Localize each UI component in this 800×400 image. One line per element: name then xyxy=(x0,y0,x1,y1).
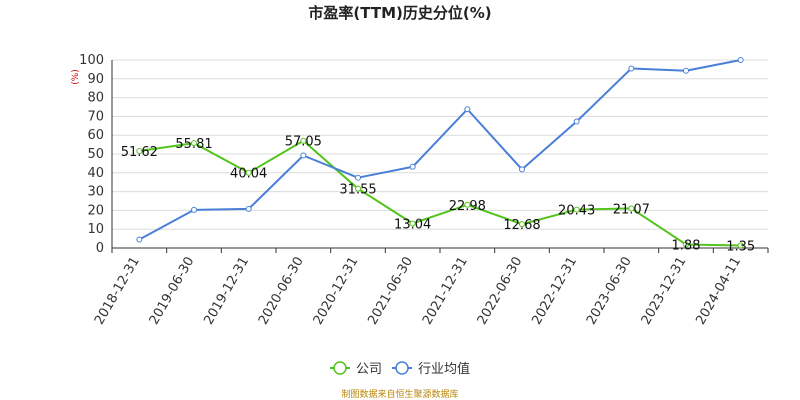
series-2-point-2019-06-30 xyxy=(191,206,197,213)
series-2-point-2019-12-31 xyxy=(245,205,252,212)
series-1-point-2021-12-31 xyxy=(464,201,471,208)
data-label-2023-06-30: 21.07 xyxy=(613,202,650,217)
series-2-point-2023-06-30 xyxy=(628,65,635,72)
source-note: 制图数据来自恒生聚源数据库 xyxy=(341,388,458,400)
data-label-2021-12-31: 22.98 xyxy=(449,199,486,214)
y-tick-label-20: 20 xyxy=(87,203,104,218)
y-tick-label-80: 80 xyxy=(87,91,104,106)
series-2-point-2023-12-31 xyxy=(683,67,689,74)
x-tick-label-2021-12-31: 2021-12-31 xyxy=(420,255,471,328)
series-1-point-2022-12-31 xyxy=(573,206,580,213)
data-label-2019-12-31: 40.04 xyxy=(230,167,267,182)
legend-marker-2 xyxy=(395,361,409,375)
data-label-2020-12-31: 31.55 xyxy=(339,183,376,198)
y-tick-label-10: 10 xyxy=(87,222,104,237)
data-label-2023-12-31: 1.88 xyxy=(672,238,701,253)
x-tick-label-2024-04-11: 2024-04-11 xyxy=(693,255,744,328)
y-axis-unit: (%) xyxy=(71,69,81,85)
legend-label-2: 行业均值 xyxy=(418,361,470,377)
data-label-2022-06-30: 12.68 xyxy=(503,218,540,233)
data-label-2019-06-30: 55.81 xyxy=(175,137,212,152)
y-tick-label-40: 40 xyxy=(87,166,104,181)
legend-label-1: 公司 xyxy=(356,362,382,377)
series-line-2 xyxy=(138,59,741,241)
data-label-2022-12-31: 20.43 xyxy=(558,204,595,219)
series-1-point-2023-12-31 xyxy=(683,241,689,248)
series-1-point-2019-06-30 xyxy=(191,140,197,147)
series-2-point-2024-04-11 xyxy=(737,57,744,63)
x-tick-label-2023-06-30: 2023-06-30 xyxy=(584,255,635,328)
series-1-point-2019-12-31 xyxy=(245,169,252,176)
legend: 公司 行业均值 xyxy=(330,361,470,377)
data-label-2024-04-11: 1.35 xyxy=(726,239,755,254)
x-tick-label-2018-12-31: 2018-12-31 xyxy=(92,255,143,328)
legend-marker-1 xyxy=(333,361,347,375)
x-tick-label-2019-06-30: 2019-06-30 xyxy=(147,255,198,328)
x-tick-label-2022-12-31: 2022-12-31 xyxy=(529,255,580,328)
data-label-2020-06-30: 57.05 xyxy=(285,135,322,150)
series-2-point-2021-12-31 xyxy=(464,106,471,113)
data-labels: 51.62 55.81 40.04 57.05 31.55 13.04 22.98 12.68… xyxy=(121,135,755,255)
y-tick-label-60: 60 xyxy=(87,128,104,143)
y-tick-label-30: 30 xyxy=(87,185,104,200)
series-1-point-2024-04-11 xyxy=(737,242,744,249)
series-2-point-2021-06-30 xyxy=(409,163,416,170)
data-label-2021-06-30: 13.04 xyxy=(394,217,431,232)
series-line-1 xyxy=(139,139,741,247)
series-2-point-2020-06-30 xyxy=(300,152,307,159)
series-2-point-2020-12-31 xyxy=(355,174,361,181)
chart-title: 市盈率(TTM)历史分位(%) xyxy=(308,4,491,22)
series-1-point-2023-06-30 xyxy=(628,205,635,212)
series-1-point-2021-06-30 xyxy=(409,220,416,227)
y-tick-label-50: 50 xyxy=(87,147,104,162)
series-lines xyxy=(136,57,744,249)
x-tick-label-2021-06-30: 2021-06-30 xyxy=(365,255,416,328)
x-tick-label-2020-12-31: 2020-12-31 xyxy=(311,255,362,328)
series-2-point-2018-12-31 xyxy=(136,236,143,243)
x-tick-label-2020-06-30: 2020-06-30 xyxy=(256,255,307,328)
y-tick-label-70: 70 xyxy=(87,109,104,124)
series-1-point-2022-06-30 xyxy=(519,221,525,228)
y-tick-label-0: 0 xyxy=(96,241,104,256)
y-tick-label-100: 100 xyxy=(79,53,104,68)
series-1-point-2018-12-31 xyxy=(136,147,143,154)
x-tick-label-2022-06-30: 2022-06-30 xyxy=(475,255,526,328)
axes: 0 10 20 30 40 50 60 70 80 90 100 2018-12-31 2019-06-… xyxy=(79,53,769,328)
data-label-2018-12-31: 51.62 xyxy=(121,145,158,160)
series-2-point-2022-06-30 xyxy=(519,166,525,173)
x-tick-label-2019-12-31: 2019-12-31 xyxy=(201,255,252,328)
series-1-point-2020-12-31 xyxy=(355,185,361,192)
x-tick-label-2023-12-31: 2023-12-31 xyxy=(639,255,690,328)
y-tick-label-90: 90 xyxy=(87,72,104,87)
grid-lines xyxy=(112,59,768,230)
series-2-point-2022-12-31 xyxy=(573,118,580,125)
series-1-point-2020-06-30 xyxy=(300,137,307,144)
